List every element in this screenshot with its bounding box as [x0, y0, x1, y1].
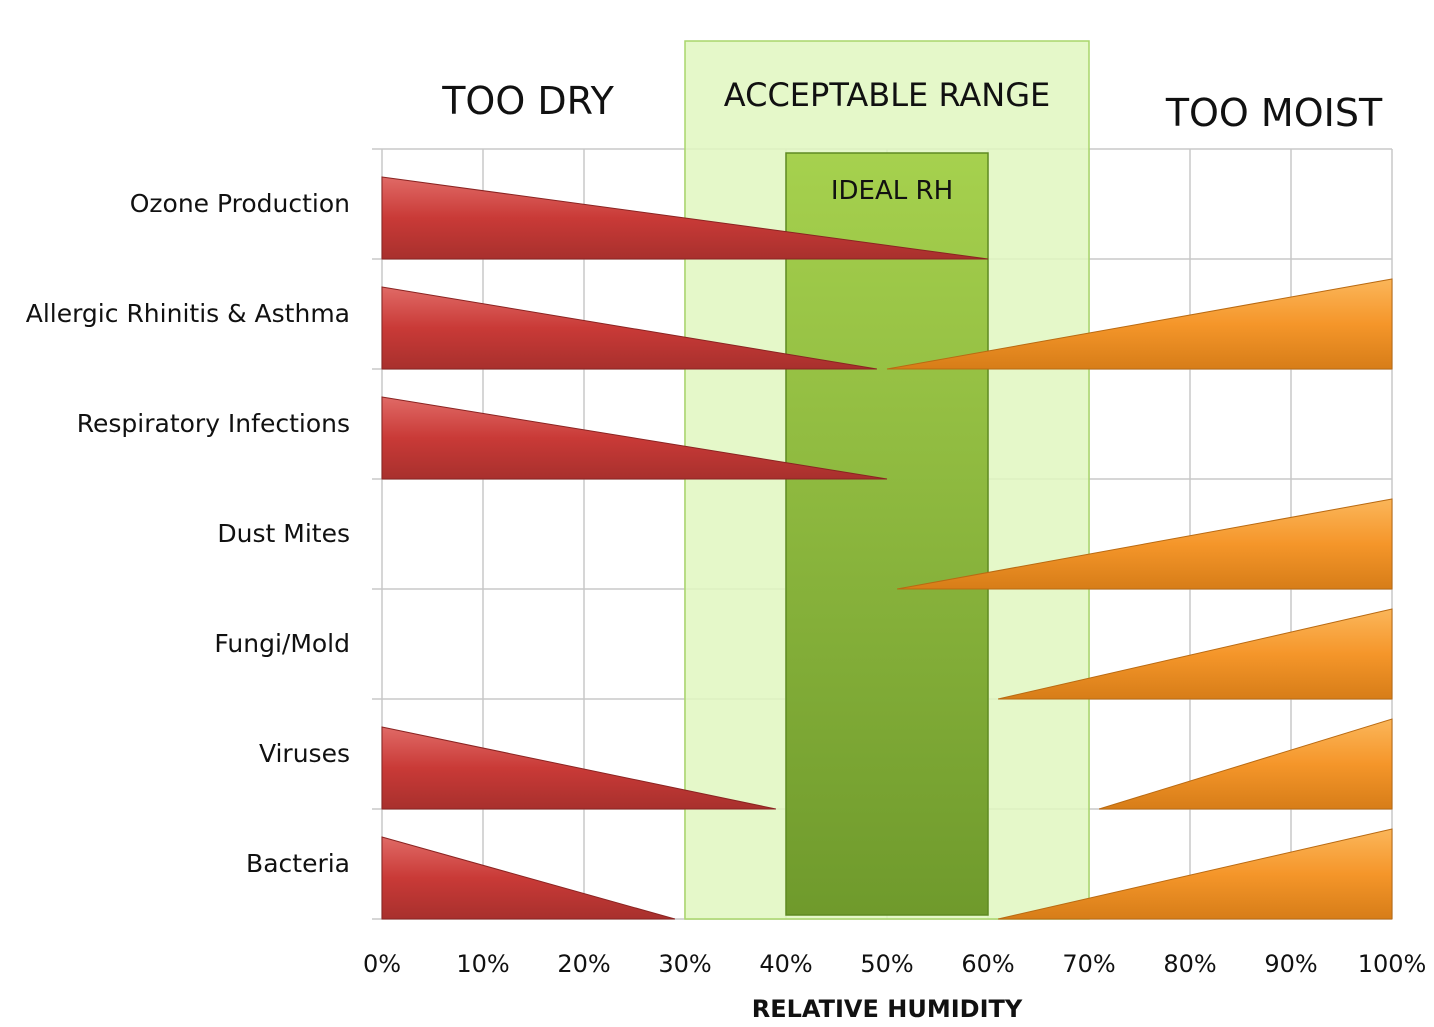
x-tick-label: 40%: [759, 950, 812, 978]
labels: TOO DRY ACCEPTABLE RANGE TOO MOIST IDEAL RH…: [26, 76, 1427, 1023]
x-tick-label: 50%: [860, 950, 913, 978]
x-axis-label: RELATIVE HUMIDITY: [752, 995, 1023, 1023]
moist-wedge: [997, 828, 1393, 920]
x-tick-label: 90%: [1264, 950, 1317, 978]
dry-wedge: [381, 726, 777, 810]
dry-wedge: [381, 176, 989, 260]
category-label: Fungi/Mold: [214, 629, 350, 658]
ideal-rh-label: IDEAL RH: [831, 176, 953, 206]
category-label: Viruses: [259, 739, 350, 768]
category-label: Respiratory Infections: [77, 409, 350, 438]
moist-wedge: [1098, 718, 1393, 810]
x-tick-label: 0%: [363, 950, 401, 978]
zones: [684, 40, 1090, 920]
acceptable-range-label: ACCEPTABLE RANGE: [724, 76, 1050, 114]
category-label: Allergic Rhinitis & Asthma: [26, 299, 350, 328]
wedges: [381, 176, 1393, 920]
dry-wedge: [381, 286, 877, 370]
x-tick-label: 30%: [658, 950, 711, 978]
too-moist-label: TOO MOIST: [1165, 91, 1383, 135]
moist-wedge: [997, 608, 1393, 700]
dry-wedge: [381, 396, 888, 480]
category-label: Bacteria: [246, 849, 350, 878]
too-dry-label: TOO DRY: [441, 79, 614, 123]
x-tick-label: 70%: [1062, 950, 1115, 978]
x-tick-label: 60%: [961, 950, 1014, 978]
x-tick-label: 20%: [557, 950, 610, 978]
dry-wedge: [381, 836, 676, 920]
moist-wedge: [897, 498, 1393, 590]
x-tick-label: 10%: [456, 950, 509, 978]
ideal-rh-zone: [785, 152, 989, 916]
category-label: Dust Mites: [217, 519, 350, 548]
x-tick-label: 100%: [1358, 950, 1427, 978]
moist-wedge: [886, 278, 1393, 370]
category-label: Ozone Production: [130, 189, 350, 218]
x-tick-label: 80%: [1163, 950, 1216, 978]
